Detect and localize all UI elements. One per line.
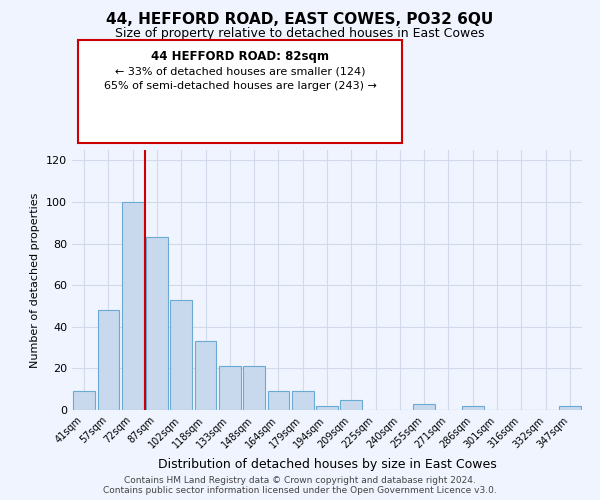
Text: Size of property relative to detached houses in East Cowes: Size of property relative to detached ho… (115, 28, 485, 40)
Bar (413, 404, 435, 410)
Bar (219, 366, 241, 410)
Y-axis label: Number of detached properties: Number of detached properties (31, 192, 40, 368)
Text: Contains public sector information licensed under the Open Government Licence v3: Contains public sector information licen… (103, 486, 497, 495)
Bar (268, 392, 289, 410)
Bar (292, 392, 314, 410)
Text: Contains HM Land Registry data © Crown copyright and database right 2024.: Contains HM Land Registry data © Crown c… (124, 476, 476, 485)
Text: ← 33% of detached houses are smaller (124): ← 33% of detached houses are smaller (12… (115, 66, 365, 76)
Bar (243, 366, 265, 410)
Bar (73, 392, 95, 410)
Bar (194, 342, 217, 410)
Text: 44, HEFFORD ROAD, EAST COWES, PO32 6QU: 44, HEFFORD ROAD, EAST COWES, PO32 6QU (106, 12, 494, 28)
Text: 65% of semi-detached houses are larger (243) →: 65% of semi-detached houses are larger (… (104, 81, 376, 91)
Bar (462, 406, 484, 410)
Bar (559, 406, 581, 410)
Bar (340, 400, 362, 410)
X-axis label: Distribution of detached houses by size in East Cowes: Distribution of detached houses by size … (158, 458, 496, 471)
Bar (146, 238, 168, 410)
Text: 44 HEFFORD ROAD: 82sqm: 44 HEFFORD ROAD: 82sqm (151, 50, 329, 63)
Bar (316, 406, 338, 410)
Bar (122, 202, 143, 410)
Bar (97, 310, 119, 410)
Bar (170, 300, 192, 410)
